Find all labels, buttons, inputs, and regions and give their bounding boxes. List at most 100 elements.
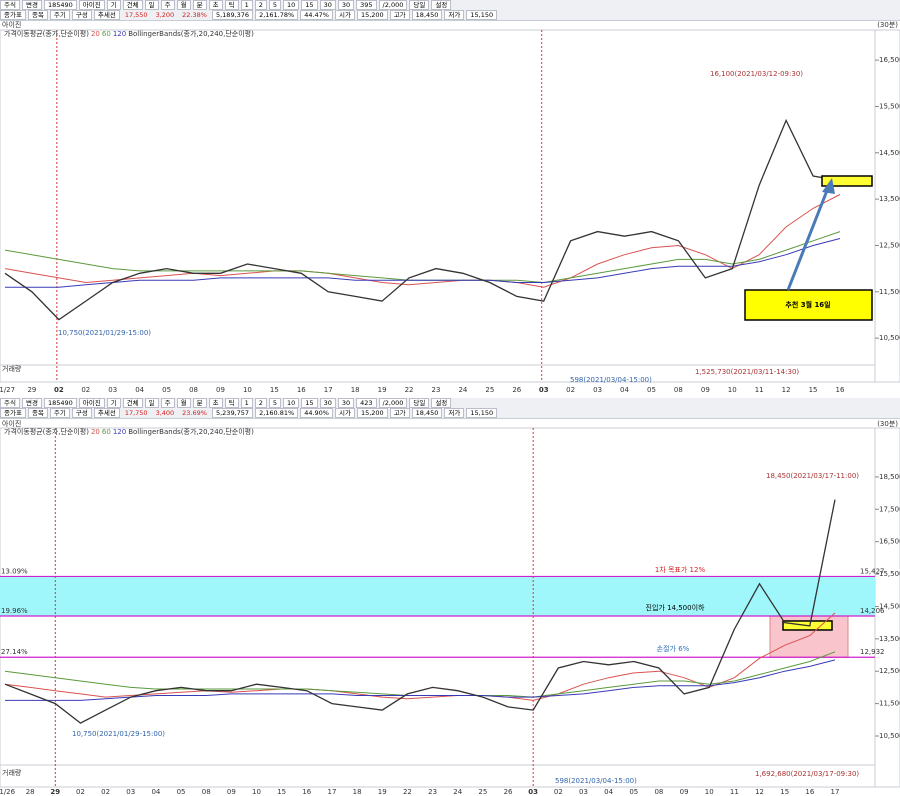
toolbar-item[interactable]: 주식	[0, 398, 20, 408]
moving-average	[5, 238, 841, 288]
toolbar-item[interactable]: 종가표	[0, 10, 26, 20]
toolbar-item[interactable]: 5	[268, 398, 281, 408]
toolbar-item[interactable]: 변경	[21, 0, 42, 10]
toolbar-item[interactable]: 건체	[122, 398, 143, 408]
toolbar-item[interactable]: 초	[208, 0, 223, 10]
toolbar-item[interactable]: 2	[254, 398, 267, 408]
toolbar-item[interactable]: 1	[240, 398, 253, 408]
toolbar-item[interactable]: 종가표	[0, 408, 26, 418]
annotation: 10,750(2021/01/29-15:00)	[58, 329, 151, 337]
toolbar-item[interactable]: 30	[319, 0, 336, 10]
toolbar-item[interactable]: 기	[106, 0, 121, 10]
toolbar-item[interactable]: 185490	[43, 0, 77, 10]
toolbar-item[interactable]: 44.90%	[300, 408, 333, 418]
toolbar-item[interactable]: 건체	[122, 0, 143, 10]
toolbar-item[interactable]: 15,150	[466, 10, 498, 20]
legend-item: 120	[113, 30, 126, 38]
toolbar-item[interactable]: 저가	[444, 10, 465, 20]
toolbar-item[interactable]: 종목	[27, 10, 48, 20]
y-tick-label: 10,500	[879, 732, 900, 740]
toolbar-item[interactable]: 저가	[444, 408, 465, 418]
toolbar-item[interactable]: 분	[192, 398, 207, 408]
toolbar-item[interactable]: 아이진	[78, 398, 105, 408]
toolbar-item[interactable]: 당일	[409, 0, 430, 10]
x-tick-label: 16	[805, 788, 814, 796]
toolbar-item[interactable]: 15,150	[466, 408, 498, 418]
x-tick-label: 16	[297, 386, 306, 394]
toolbar-item[interactable]: 주	[160, 398, 175, 408]
toolbar-item[interactable]: 분	[192, 0, 207, 10]
toolbar-item[interactable]: 구성	[71, 408, 92, 418]
toolbar-item[interactable]: 일	[144, 398, 159, 408]
toolbar-item[interactable]: 2	[254, 0, 267, 10]
toolbar-item[interactable]: 주	[160, 0, 175, 10]
x-tick-label: 22	[403, 788, 412, 796]
x-tick-label: 09	[701, 386, 710, 394]
toolbar-item[interactable]: 당일	[409, 398, 430, 408]
toolbar-item[interactable]: 고가	[389, 408, 410, 418]
toolbar-item[interactable]: 15,200	[356, 408, 388, 418]
x-tick-label: 08	[674, 386, 683, 394]
toolbar-item[interactable]: 10	[283, 0, 300, 10]
toolbar-item[interactable]: 일	[144, 0, 159, 10]
toolbar-item[interactable]: 423	[356, 398, 377, 408]
toolbar-item[interactable]: 5	[268, 0, 281, 10]
x-tick-label: 19	[378, 788, 387, 796]
toolbar-item[interactable]: 5,239,757	[211, 408, 254, 418]
toolbar-item[interactable]: 종목	[27, 408, 48, 418]
x-tick-label: 09	[227, 788, 236, 796]
toolbar-item[interactable]: 고가	[389, 10, 410, 20]
toolbar-item[interactable]: 월	[176, 398, 191, 408]
toolbar-item[interactable]: 월	[176, 0, 191, 10]
toolbar-item[interactable]: 30	[319, 398, 336, 408]
toolbar-item[interactable]: 15,200	[356, 10, 388, 20]
toolbar-item[interactable]: 추세선	[93, 10, 120, 20]
toolbar-item[interactable]: 30	[337, 0, 355, 10]
toolbar-item[interactable]: 틱	[224, 398, 239, 408]
toolbar-item[interactable]: 15	[301, 0, 318, 10]
y-tick-label: 18,500	[879, 473, 900, 481]
toolbar-item[interactable]: 시가	[334, 10, 355, 20]
toolbar-item[interactable]: 초	[208, 398, 223, 408]
toolbar-item[interactable]: /2,000	[378, 398, 408, 408]
toolbar-item[interactable]: 30	[337, 398, 355, 408]
toolbar-item[interactable]: 2,160.81%	[255, 408, 299, 418]
toolbar-item[interactable]: 구성	[71, 10, 92, 20]
toolbar-item[interactable]: 아이진	[78, 0, 105, 10]
x-tick-label: 04	[604, 788, 613, 796]
toolbar-item[interactable]: 15	[301, 398, 318, 408]
toolbar-item[interactable]: /2,000	[378, 0, 408, 10]
callout-box	[744, 289, 873, 321]
toolbar-item[interactable]: 주기	[49, 408, 70, 418]
x-tick-label: 03	[579, 788, 588, 796]
toolbar-item[interactable]: 395	[356, 0, 377, 10]
toolbar-item[interactable]: 틱	[224, 0, 239, 10]
toolbar-item[interactable]: 18,450	[411, 408, 443, 418]
toolbar-item[interactable]: 5,189,376	[211, 10, 254, 20]
toolbar-item[interactable]: 18,450	[411, 10, 443, 20]
toolbar-item[interactable]: 기	[106, 398, 121, 408]
toolbar-item[interactable]: 시가	[334, 408, 355, 418]
x-tick-label: 05	[647, 386, 656, 394]
x-tick-label: 09	[680, 788, 689, 796]
x-tick-label: 09	[216, 386, 225, 394]
level-label: 14,206	[860, 607, 885, 615]
toolbar-item[interactable]: 1	[240, 0, 253, 10]
toolbar-item[interactable]: 추세선	[93, 408, 120, 418]
x-tick-label: 26	[512, 386, 521, 394]
toolbar-item[interactable]: 주기	[49, 10, 70, 20]
toolbar-item[interactable]: 10	[283, 398, 300, 408]
x-tick-label: 04	[151, 788, 160, 796]
toolbar-item[interactable]: 주식	[0, 0, 20, 10]
toolbar-item[interactable]: 185490	[43, 398, 77, 408]
x-tick-label: 19	[378, 386, 387, 394]
x-tick-label: 15	[780, 788, 789, 796]
toolbar-item[interactable]: 설정	[431, 398, 452, 408]
toolbar-item[interactable]: 설정	[431, 0, 452, 10]
toolbar-item[interactable]: 변경	[21, 398, 42, 408]
x-tick-label: 17	[831, 788, 840, 796]
toolbar-item[interactable]: 44.47%	[300, 10, 333, 20]
toolbar-item[interactable]: 2,161.78%	[255, 10, 299, 20]
annotation: 10,750(2021/01/29-15:00)	[72, 730, 165, 738]
x-tick-label: 10	[705, 788, 714, 796]
